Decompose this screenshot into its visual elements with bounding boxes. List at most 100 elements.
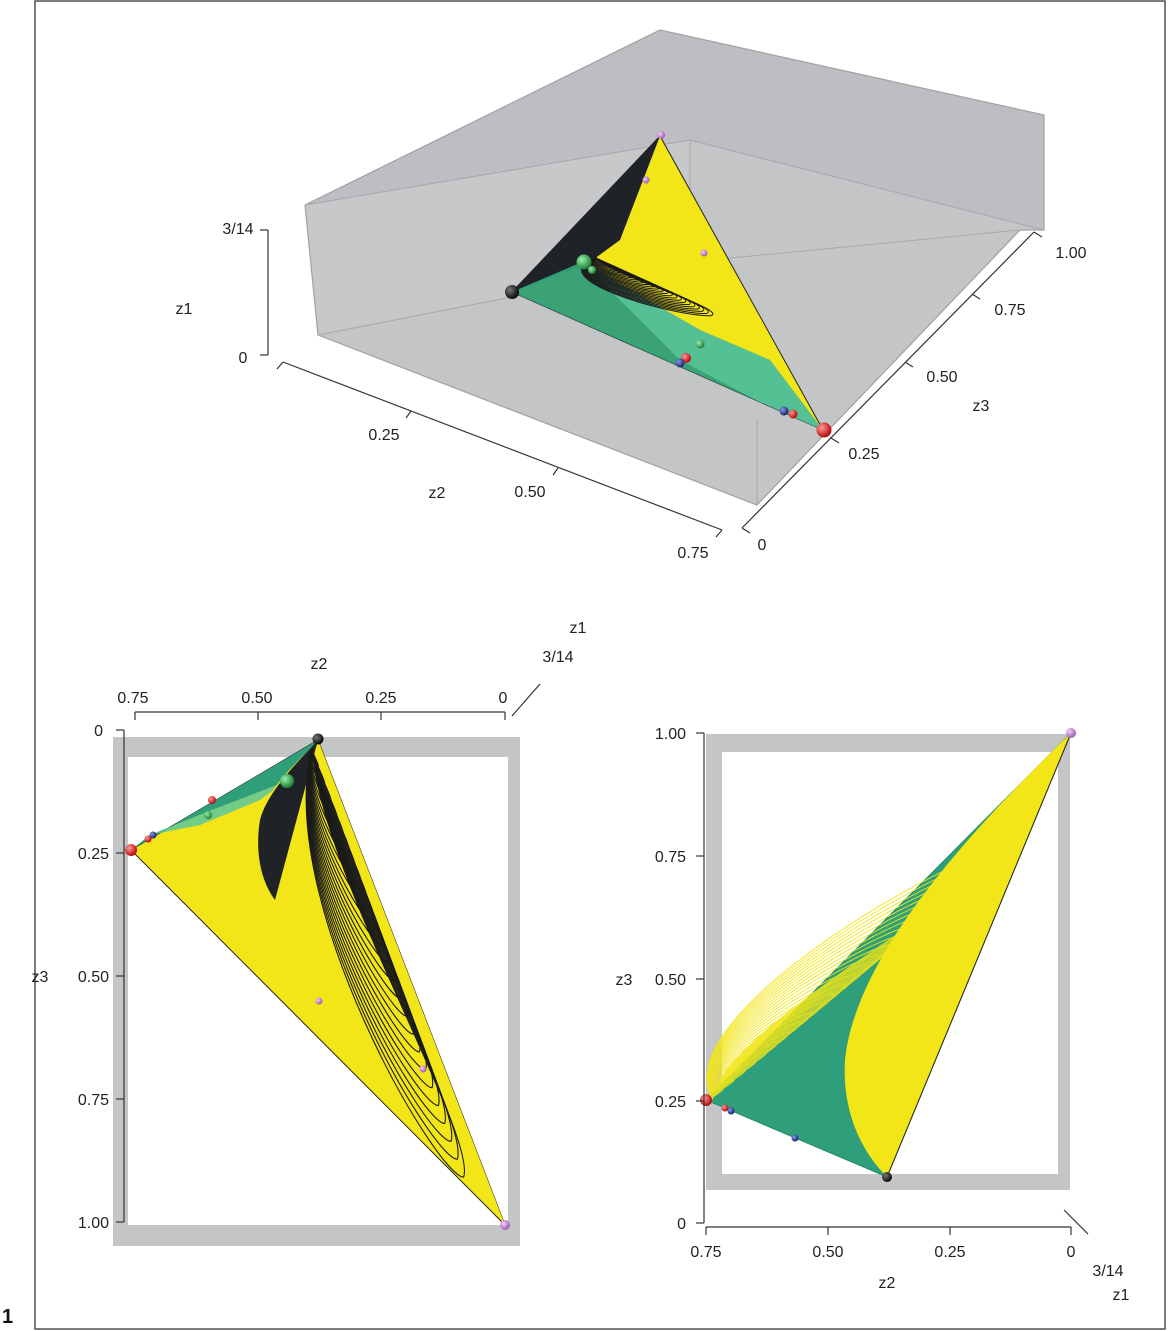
green-point: [695, 339, 705, 349]
red-point: [816, 422, 832, 438]
z3-tick-label: 0.25: [78, 846, 109, 863]
z1-axis-label: z1: [176, 301, 193, 318]
green-point: [588, 266, 596, 274]
red-point: [788, 409, 798, 419]
contour-line: [707, 868, 978, 1100]
z3-tick-label: 0.25: [655, 1094, 686, 1111]
z2-axis-label: z2: [311, 656, 328, 673]
z2-tick-label: 0.25: [365, 690, 396, 707]
z3-axis-label: z3: [616, 972, 633, 989]
panel-top-view: z2 0.75 0.50 0.25 0 z1 3/14 0 0.25 0.50 …: [32, 620, 587, 1246]
z3-tick-label: 0: [677, 1216, 686, 1233]
pink-point: [315, 997, 323, 1005]
z2-tick-label: 0.25: [934, 1244, 965, 1261]
surface-top: [130, 739, 506, 1226]
z2-tick-label: 0: [1067, 1244, 1076, 1261]
z2-tick-label: 0.75: [677, 545, 708, 562]
axes-side: [696, 732, 1089, 1235]
panel-3d: 3/14 0 z1 0.25 0.50 0.75 z2 0 0.25 0.50 …: [176, 29, 1087, 562]
contour-line: [708, 916, 923, 1100]
blue-point: [791, 1134, 799, 1142]
contour-line: [708, 945, 890, 1100]
z3-tick-label: 0.50: [926, 369, 957, 386]
pink-point: [642, 176, 650, 184]
z3-tick-label: 1.00: [655, 726, 686, 743]
panel-side-view: 1.00 0.75 0.50 0.25 0 z3 0.75 0.50 0.25 …: [616, 726, 1130, 1304]
z3-tick-label: 0.75: [655, 849, 686, 866]
contour-line: [709, 992, 834, 1100]
z2-tick-label: 0.50: [241, 690, 272, 707]
z1-tick-label: 3/14: [222, 221, 253, 238]
red-point: [144, 835, 152, 843]
z3-tick-label: 0.50: [78, 969, 109, 986]
z1-tick-label: 3/14: [1092, 1263, 1123, 1280]
contour-line: [307, 747, 415, 1035]
contour-line: [581, 257, 714, 317]
z3-tick-label: 0.25: [848, 446, 879, 463]
z2-tick-label: 0: [499, 690, 508, 707]
z3-tick-label: 0: [758, 537, 767, 554]
contour-lines-top: [305, 747, 466, 1178]
z3-tick-label: 0: [94, 723, 103, 740]
black-point: [882, 1172, 892, 1182]
dark-surface: [512, 136, 660, 292]
blue-point: [779, 406, 789, 416]
red-point: [208, 796, 216, 804]
z3-tick-label: 0.75: [994, 302, 1025, 319]
z2-tick-label: 0.50: [812, 1244, 843, 1261]
pink-point: [500, 1220, 510, 1230]
z3-tick-label: 0.50: [655, 972, 686, 989]
contour-line: [306, 747, 446, 1125]
z3-tick-label: 1.00: [78, 1215, 109, 1232]
figure-frame: [34, 0, 1166, 1330]
pink-point: [700, 249, 708, 257]
z3-axis-label: z3: [32, 969, 49, 986]
surface-side: [705, 732, 1072, 1178]
z3-tick-label: 0.75: [78, 1092, 109, 1109]
contour-line: [707, 897, 945, 1100]
z1-axis-label: z1: [1113, 1287, 1130, 1304]
z3-axis-label: z3: [973, 398, 990, 415]
green-point: [280, 774, 294, 788]
contour-line: [306, 747, 459, 1160]
contour-line: [306, 747, 453, 1142]
z3-tick-label: 1.00: [1055, 245, 1086, 262]
red-point: [721, 1104, 729, 1112]
z2-axis-label: z2: [429, 485, 446, 502]
contour-lines-side: [706, 849, 1000, 1100]
contour-line: [707, 887, 956, 1100]
pink-point: [419, 1065, 427, 1073]
axes-3d: [260, 229, 1043, 538]
contour-line: [707, 877, 967, 1100]
z1-tick-label: 0: [239, 350, 248, 367]
green-point: [204, 811, 212, 819]
green-point: [576, 254, 592, 270]
contour-line: [306, 747, 440, 1107]
black-point: [312, 733, 324, 745]
contour-line: [706, 858, 989, 1100]
axes-top: [116, 683, 541, 1223]
z1-tick-label: 3/14: [542, 649, 573, 666]
blue-point: [727, 1107, 735, 1115]
z1-axis-label: z1: [570, 620, 587, 637]
z2-tick-label: 0.50: [514, 484, 545, 501]
pink-point: [1066, 728, 1076, 738]
z2-tick-label: 0.75: [690, 1244, 721, 1261]
contour-line: [307, 747, 421, 1053]
green-surface: [131, 740, 318, 850]
black-point: [505, 285, 519, 299]
blue-point: [675, 358, 685, 368]
contour-line: [305, 747, 466, 1178]
z2-axis-label: z2: [879, 1275, 896, 1292]
pink-point: [657, 131, 665, 139]
figure-number: 1: [2, 1306, 14, 1328]
red-point: [700, 1094, 712, 1106]
z2-tick-label: 0.75: [117, 690, 148, 707]
dark-surface: [258, 740, 318, 900]
contour-line: [707, 906, 934, 1100]
contour-line: [706, 849, 1000, 1100]
red-point: [125, 844, 137, 856]
yellow-surface: [844, 733, 1071, 1177]
contour-line: [306, 747, 434, 1089]
